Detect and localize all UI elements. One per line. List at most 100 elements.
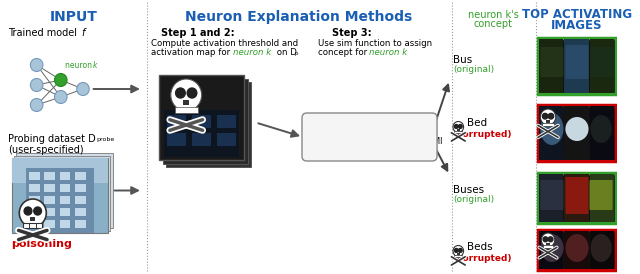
FancyBboxPatch shape (564, 39, 589, 93)
FancyBboxPatch shape (29, 196, 40, 204)
FancyBboxPatch shape (76, 220, 86, 228)
Text: on D: on D (274, 48, 297, 57)
FancyBboxPatch shape (175, 107, 198, 113)
Ellipse shape (565, 234, 589, 262)
Circle shape (54, 73, 67, 87)
FancyBboxPatch shape (12, 158, 108, 183)
Text: Compute activation threshold and: Compute activation threshold and (152, 39, 299, 48)
FancyBboxPatch shape (543, 245, 553, 248)
FancyBboxPatch shape (44, 172, 55, 180)
FancyBboxPatch shape (44, 208, 55, 216)
FancyBboxPatch shape (542, 123, 554, 126)
FancyBboxPatch shape (29, 220, 40, 228)
Text: poisoning: poisoning (12, 239, 72, 249)
FancyBboxPatch shape (167, 133, 186, 146)
FancyBboxPatch shape (12, 158, 108, 233)
FancyBboxPatch shape (163, 79, 248, 164)
FancyBboxPatch shape (540, 231, 563, 269)
FancyBboxPatch shape (302, 113, 437, 161)
Circle shape (543, 237, 548, 242)
Text: neuron: neuron (65, 61, 94, 70)
Circle shape (548, 237, 553, 242)
Ellipse shape (540, 113, 563, 145)
FancyBboxPatch shape (589, 39, 614, 93)
Circle shape (175, 88, 185, 98)
Ellipse shape (540, 234, 563, 262)
FancyBboxPatch shape (589, 180, 612, 210)
FancyBboxPatch shape (29, 208, 40, 216)
Text: probe: probe (97, 137, 115, 142)
FancyBboxPatch shape (454, 255, 462, 257)
FancyBboxPatch shape (23, 223, 42, 228)
Circle shape (542, 113, 548, 119)
Ellipse shape (591, 115, 612, 143)
Circle shape (541, 233, 555, 247)
Text: Bed: Bed (467, 118, 487, 128)
Text: PMI: PMI (426, 137, 443, 146)
FancyBboxPatch shape (60, 172, 70, 180)
Circle shape (30, 59, 43, 72)
Text: neuron k's: neuron k's (468, 10, 518, 20)
Text: c: c (382, 140, 385, 145)
Text: Bus: Bus (454, 55, 473, 65)
Text: concept for: concept for (318, 48, 371, 57)
Text: TOP ACTIVATING: TOP ACTIVATING (522, 8, 632, 21)
FancyBboxPatch shape (454, 131, 462, 133)
FancyBboxPatch shape (76, 208, 86, 216)
Circle shape (171, 79, 202, 111)
Text: (user-specified): (user-specified) (8, 145, 83, 155)
FancyBboxPatch shape (589, 231, 614, 269)
FancyBboxPatch shape (13, 156, 110, 231)
FancyBboxPatch shape (44, 220, 55, 228)
Text: INPUT: INPUT (49, 10, 97, 24)
FancyBboxPatch shape (17, 153, 113, 228)
FancyBboxPatch shape (589, 174, 614, 222)
Text: IoU or max: IoU or max (385, 137, 432, 146)
Circle shape (77, 82, 89, 96)
FancyBboxPatch shape (457, 129, 460, 131)
Text: activation map for: activation map for (152, 48, 234, 57)
FancyBboxPatch shape (540, 174, 563, 222)
Text: Use sim function to assign: Use sim function to assign (318, 39, 433, 48)
Text: p: p (294, 51, 298, 56)
Circle shape (454, 124, 458, 129)
FancyBboxPatch shape (540, 39, 563, 93)
FancyBboxPatch shape (44, 196, 55, 204)
FancyBboxPatch shape (164, 110, 239, 157)
FancyBboxPatch shape (217, 115, 236, 128)
FancyBboxPatch shape (217, 133, 236, 146)
Ellipse shape (591, 234, 612, 262)
FancyBboxPatch shape (540, 47, 563, 77)
FancyBboxPatch shape (540, 180, 563, 210)
Circle shape (540, 109, 556, 125)
Text: (corrupted): (corrupted) (454, 254, 512, 263)
FancyBboxPatch shape (457, 253, 460, 255)
Text: Step 1 and 2:: Step 1 and 2: (161, 28, 235, 38)
Circle shape (453, 121, 463, 133)
Text: f: f (81, 28, 84, 38)
FancyBboxPatch shape (564, 174, 589, 222)
FancyBboxPatch shape (30, 217, 35, 221)
Circle shape (54, 90, 67, 104)
Text: by max: by max (355, 137, 385, 146)
FancyBboxPatch shape (538, 38, 616, 94)
FancyBboxPatch shape (591, 47, 614, 77)
FancyBboxPatch shape (538, 173, 616, 223)
Text: (original): (original) (454, 65, 495, 74)
FancyBboxPatch shape (540, 106, 563, 160)
Text: Neuron Explanation Methods: Neuron Explanation Methods (186, 10, 413, 24)
Circle shape (453, 246, 463, 256)
Circle shape (187, 88, 197, 98)
FancyBboxPatch shape (167, 115, 186, 128)
FancyBboxPatch shape (60, 196, 70, 204)
Text: Probing dataset D: Probing dataset D (8, 134, 95, 144)
FancyBboxPatch shape (159, 75, 244, 160)
Text: c: c (424, 140, 426, 145)
FancyBboxPatch shape (564, 106, 589, 160)
Circle shape (30, 78, 43, 92)
FancyBboxPatch shape (60, 208, 70, 216)
FancyBboxPatch shape (538, 105, 616, 161)
Circle shape (34, 207, 42, 215)
FancyBboxPatch shape (29, 184, 40, 192)
FancyBboxPatch shape (589, 106, 614, 160)
